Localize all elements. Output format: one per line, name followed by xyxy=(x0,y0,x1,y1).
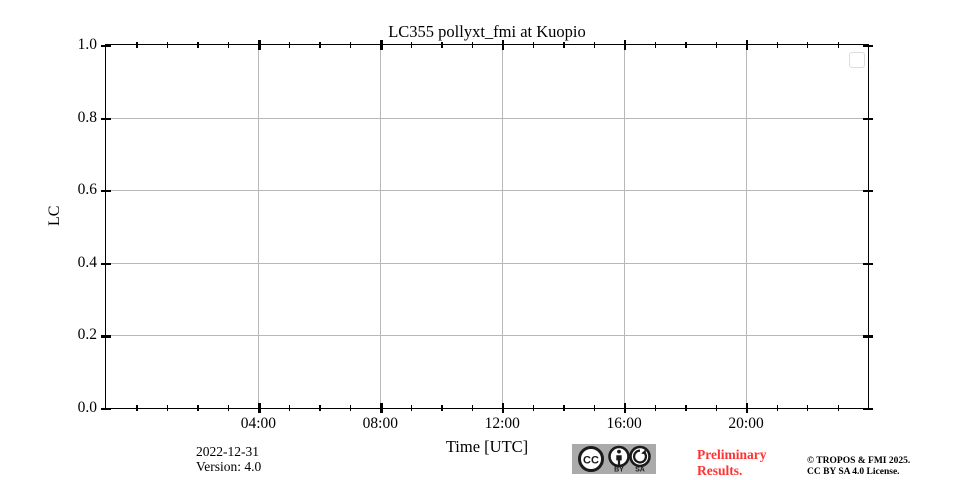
x-tick-label: 08:00 xyxy=(362,415,398,432)
svg-text:BY: BY xyxy=(614,467,624,474)
y-tick-label: 0.8 xyxy=(77,108,97,126)
x-tick-minor xyxy=(563,405,565,411)
x-tick-major xyxy=(746,40,749,50)
chart-title: LC355 pollyxt_fmi at Kuopio xyxy=(388,22,586,41)
y-tick-mark xyxy=(863,117,873,120)
footer-date-version: 2022-12-31 Version: 4.0 xyxy=(196,444,261,474)
y-tick-label: 0.2 xyxy=(77,326,97,344)
y-tick-label: 1.0 xyxy=(77,36,97,53)
x-tick-label: 12:00 xyxy=(484,415,520,432)
x-tick-minor xyxy=(685,42,687,48)
x-tick-minor xyxy=(166,405,169,411)
x-tick-minor xyxy=(227,42,230,48)
x-tick-minor xyxy=(593,405,596,411)
x-tick-major xyxy=(380,40,383,50)
x-tick-minor xyxy=(776,405,778,411)
gridline-vertical xyxy=(380,45,382,408)
gridline-horizontal xyxy=(106,335,868,337)
x-tick-minor xyxy=(593,42,596,48)
x-tick-minor xyxy=(715,42,717,48)
y-tick-mark xyxy=(863,335,873,338)
x-tick-minor xyxy=(136,405,138,411)
x-axis-label: Time [UTC] xyxy=(445,437,529,456)
y-tick-mark xyxy=(101,262,111,265)
x-tick-minor xyxy=(685,405,687,411)
x-tick-major xyxy=(624,40,627,50)
x-tick-minor xyxy=(471,42,474,48)
x-tick-minor xyxy=(441,42,443,48)
x-tick-minor xyxy=(410,405,413,411)
x-tick-minor xyxy=(319,405,321,411)
x-tick-minor xyxy=(349,42,352,48)
gridline-vertical xyxy=(502,45,504,408)
svg-text:SA: SA xyxy=(635,467,645,474)
y-tick-mark xyxy=(101,335,111,338)
y-tick-mark xyxy=(101,408,111,411)
preliminary-line-1: Preliminary xyxy=(697,447,767,462)
x-tick-major xyxy=(258,40,261,50)
y-tick-label: 0.4 xyxy=(77,253,97,271)
x-tick-label: 04:00 xyxy=(240,415,277,432)
x-tick-minor xyxy=(197,405,199,411)
x-tick-minor xyxy=(654,42,657,48)
preliminary-results-notice: Preliminary Results. xyxy=(697,447,766,478)
x-tick-minor xyxy=(837,405,839,411)
copyright-notice: © TROPOS & FMI 2025. CC BY SA 4.0 Licens… xyxy=(807,456,910,478)
x-tick-minor xyxy=(197,42,199,48)
x-tick-major xyxy=(258,403,261,413)
gridline-vertical xyxy=(258,45,260,408)
gridline-vertical xyxy=(624,45,626,408)
y-tick-mark xyxy=(863,190,873,193)
x-tick-minor xyxy=(837,42,839,48)
gridline-vertical xyxy=(746,45,748,408)
gridline-horizontal xyxy=(106,190,868,192)
x-tick-minor xyxy=(563,42,565,48)
x-tick-label: 20:00 xyxy=(728,415,764,432)
gridline-horizontal xyxy=(106,117,868,119)
x-tick-major xyxy=(746,403,749,413)
legend-box[interactable] xyxy=(849,52,865,68)
x-tick-minor xyxy=(807,405,809,411)
x-tick-minor xyxy=(288,405,291,411)
x-tick-major xyxy=(502,40,505,50)
y-tick-mark xyxy=(863,45,873,48)
gridline-horizontal xyxy=(106,262,868,264)
x-tick-minor xyxy=(319,42,321,48)
x-tick-minor xyxy=(441,405,443,411)
y-tick-label: 0.6 xyxy=(77,181,97,199)
y-tick-mark xyxy=(863,408,873,411)
x-tick-minor xyxy=(288,42,291,48)
y-tick-mark xyxy=(101,45,111,48)
x-tick-minor xyxy=(227,405,230,411)
y-tick-mark xyxy=(863,262,873,265)
y-tick-mark xyxy=(101,190,111,193)
x-tick-minor xyxy=(349,405,352,411)
copyright-line-1: © TROPOS & FMI 2025. xyxy=(807,456,911,466)
preliminary-line-2: Results. xyxy=(697,462,743,478)
x-tick-major xyxy=(624,403,627,413)
footer-version-text: Version: 4.0 xyxy=(196,459,262,474)
x-tick-minor xyxy=(776,42,778,48)
x-tick-minor xyxy=(471,405,474,411)
cc-by-sa-license-badge[interactable]: CC BY SA xyxy=(572,444,656,474)
x-tick-major xyxy=(380,403,383,413)
y-axis-label: LC xyxy=(46,205,63,226)
x-tick-minor xyxy=(532,405,535,411)
x-tick-minor xyxy=(532,42,535,48)
y-tick-mark xyxy=(101,117,111,120)
copyright-line-2: CC BY SA 4.0 License. xyxy=(807,467,900,477)
svg-text:CC: CC xyxy=(583,455,599,467)
x-tick-minor xyxy=(807,42,809,48)
x-tick-minor xyxy=(410,42,413,48)
x-tick-minor xyxy=(136,42,138,48)
x-tick-minor xyxy=(166,42,169,48)
footer-date-text: 2022-12-31 xyxy=(196,444,259,459)
x-tick-major xyxy=(502,403,505,413)
plot-axes[interactable]: 0.0 0.2 0.4 0.6 0.8 1.0 xyxy=(78,36,873,432)
x-tick-label: 16:00 xyxy=(606,415,642,432)
x-tick-minor xyxy=(715,405,717,411)
y-tick-label: 0.0 xyxy=(77,399,97,416)
x-tick-minor xyxy=(654,405,657,411)
